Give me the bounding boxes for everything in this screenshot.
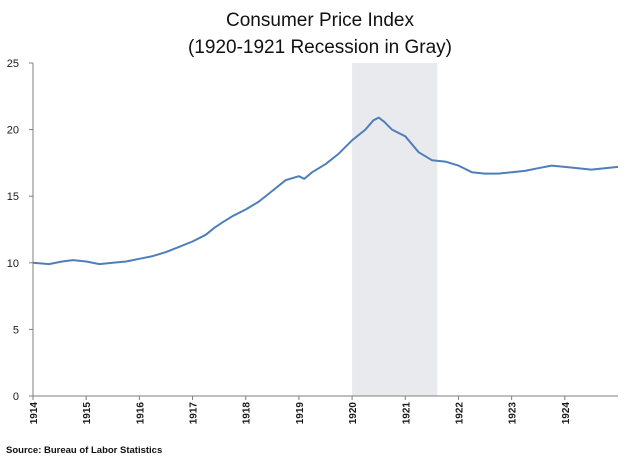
y-tick-label: 0 [13, 391, 19, 403]
x-tick-label: 1920 [348, 402, 359, 425]
x-tick-label: 1922 [454, 402, 465, 425]
x-tick-labels: 1914 1915 1916 1917 1918 1919 1920 1921 1922 1923… [29, 402, 572, 425]
x-tick-label: 1915 [82, 402, 93, 425]
chart-title: Consumer Price Index [226, 10, 414, 31]
recession-shading-layer [352, 63, 438, 396]
y-tick-label: 20 [7, 125, 19, 137]
y-tick-label: 5 [13, 324, 19, 336]
y-tick-label: 10 [7, 258, 19, 270]
x-tick-label: 1914 [29, 402, 40, 425]
recession-shade [352, 63, 438, 396]
x-tick-label: 1921 [401, 402, 412, 425]
series-line-cpi [32, 116, 619, 266]
axes [29, 62, 618, 400]
x-tick-label: 1916 [135, 402, 146, 425]
x-tick-label: 1918 [242, 402, 253, 425]
x-tick-label: 1917 [189, 402, 200, 425]
x-tick-label: 1919 [295, 402, 306, 425]
x-tick-label: 1924 [561, 402, 572, 425]
x-tick-label: 1923 [508, 402, 519, 425]
y-tick-label: 15 [7, 191, 19, 203]
series-layer [32, 116, 619, 266]
chart-subtitle: (1920-1921 Recession in Gray) [187, 37, 453, 58]
y-tick-labels: 0 5 10 15 20 25 [7, 58, 19, 403]
source-note: Source: Bureau of Labor Statistics [6, 445, 163, 456]
y-tick-label: 25 [7, 58, 19, 70]
